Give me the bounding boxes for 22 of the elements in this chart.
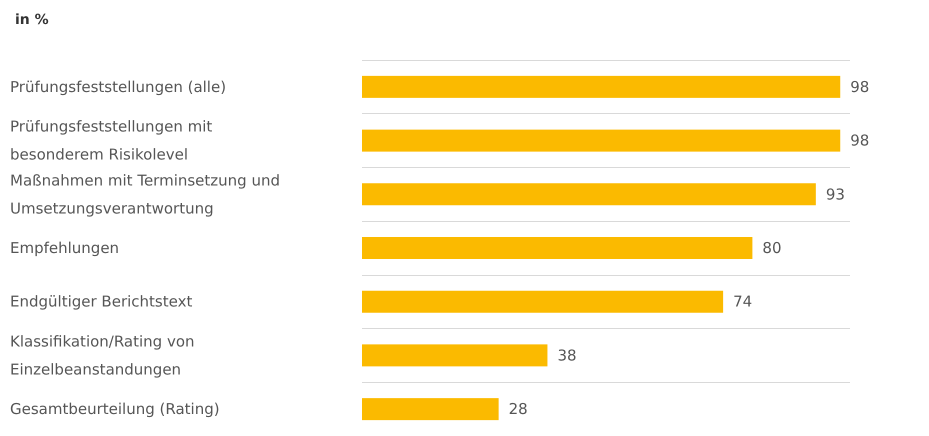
y-tick-label: Prüfungsfeststellungen (alle) (10, 78, 226, 96)
data-label: 28 (508, 400, 528, 418)
y-tick-label: Klassifikation/Rating von Einzelbeanstandungen (10, 332, 200, 378)
bar (362, 290, 724, 313)
bar (362, 237, 752, 259)
bar (362, 76, 840, 98)
text: in % (15, 12, 49, 28)
y-tick-label: Prüfungsfeststellungen mit besonderem Risikolevel (10, 118, 218, 164)
y-tick-label: Maßnahmen mit Terminsetzung und Umsetzungsverantwortung (10, 171, 285, 218)
bar (362, 183, 816, 206)
data-label: 98 (850, 132, 870, 150)
y-tick-label: Endgültiger Berichtstext (10, 292, 192, 311)
bar (362, 130, 840, 152)
data-label: 38 (557, 346, 577, 364)
data-label: 80 (762, 239, 782, 257)
data-label: 98 (850, 78, 870, 96)
y-tick-label: Gesamtbeurteilung (Rating) (10, 400, 220, 418)
bar (362, 398, 499, 420)
y-tick-label: Empfehlungen (10, 239, 120, 257)
data-label: 93 (826, 185, 845, 204)
bar (362, 344, 548, 366)
data-label: 74 (733, 292, 752, 311)
